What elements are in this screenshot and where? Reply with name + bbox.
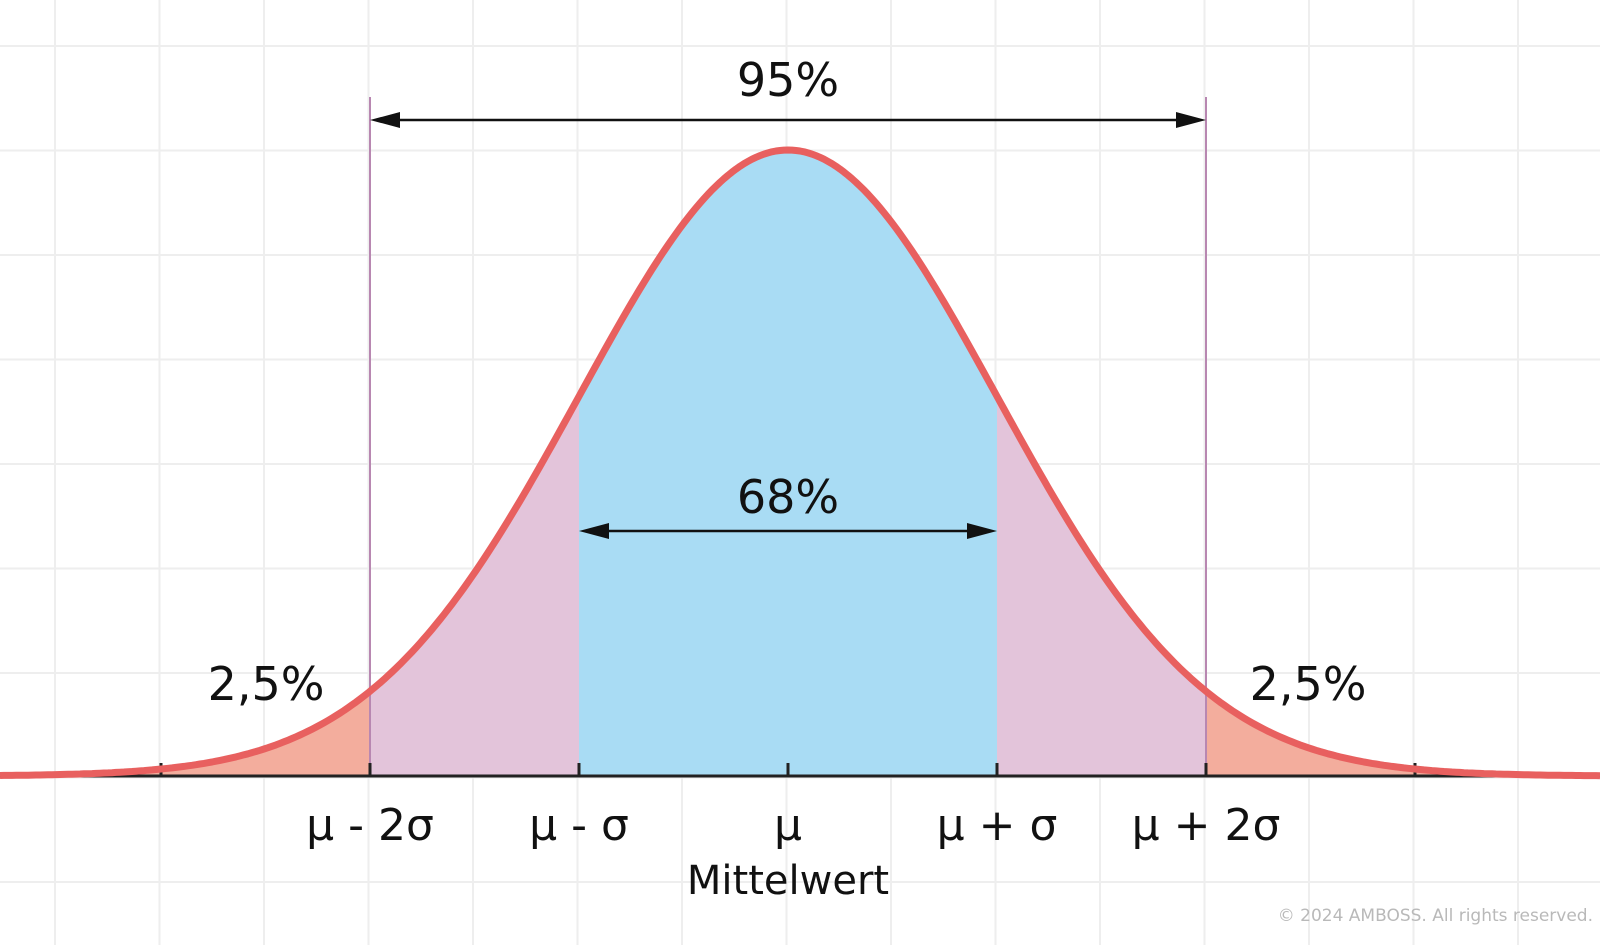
arrowhead-left-icon <box>579 523 609 539</box>
copyright-notice: © 2024 AMBOSS. All rights reserved. <box>1278 906 1593 926</box>
arrowhead-right-icon <box>967 523 997 539</box>
label-left-tail-percent: 2,5% <box>208 657 325 711</box>
tick-label: μ <box>774 800 802 851</box>
x-axis-tick-labels: μ - 2σ μ - σ μ μ + σ μ + 2σ <box>306 800 1280 851</box>
span-95-arrow <box>370 112 1206 128</box>
label-right-tail-percent: 2,5% <box>1250 657 1367 711</box>
tick-label: μ - σ <box>529 800 629 851</box>
mean-caption: Mittelwert <box>687 858 889 904</box>
tick-label: μ + σ <box>937 800 1058 851</box>
arrowhead-left-icon <box>370 112 400 128</box>
label-95-percent: 95% <box>737 53 839 107</box>
left-tail-area <box>0 691 370 776</box>
tick-label: μ - 2σ <box>306 800 434 851</box>
arrowhead-right-icon <box>1176 112 1206 128</box>
label-68-percent: 68% <box>737 470 839 524</box>
center-68-area <box>579 150 997 776</box>
right-tail-area <box>1206 691 1600 776</box>
span-68-arrow <box>579 523 997 539</box>
tick-label: μ + 2σ <box>1132 800 1281 851</box>
bell-curve <box>0 146 1600 780</box>
